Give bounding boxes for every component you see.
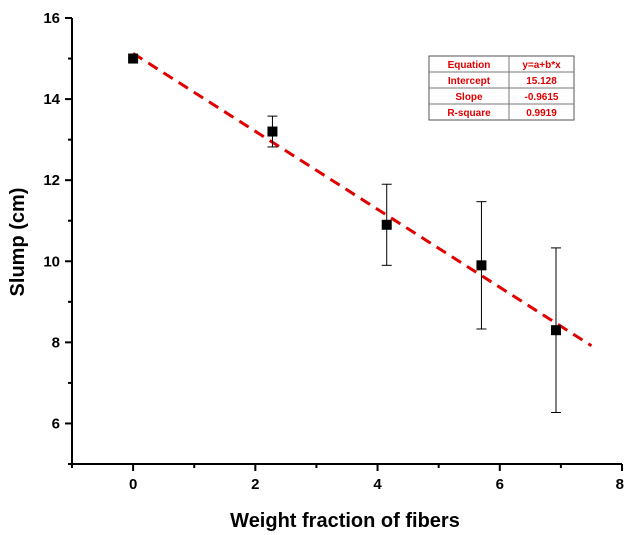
data-point <box>267 126 278 137</box>
fit-table-label: Equation <box>448 60 491 71</box>
fit-table-label: Slope <box>455 92 483 103</box>
y-tick-label: 14 <box>43 91 60 108</box>
fit-table-value: 0.9919 <box>526 108 557 119</box>
fit-table: Equation y=a+b*x Intercept 15.128 Slope -0.96… <box>428 55 575 121</box>
y-axis-title: Slump (cm) <box>7 188 29 297</box>
fit-table-value: y=a+b*x <box>522 60 561 71</box>
y-tick-label: 6 <box>52 415 60 432</box>
fit-table-value: 15.128 <box>526 76 557 87</box>
fit-table-value: -0.9615 <box>525 92 559 103</box>
x-axis-title: Weight fraction of fibers <box>230 510 460 532</box>
x-tick-label: 6 <box>496 476 504 493</box>
x-tick-label: 8 <box>616 476 624 493</box>
fit-table-label: Intercept <box>448 76 491 87</box>
y-tick-label: 10 <box>43 253 60 270</box>
x-tick-label: 0 <box>129 476 137 493</box>
y-tick-label: 16 <box>43 10 60 27</box>
error-bar-layer <box>267 115 561 414</box>
data-point <box>381 219 392 230</box>
fit-line-layer <box>132 52 593 348</box>
data-point-layer <box>128 53 561 336</box>
data-point <box>476 260 487 271</box>
y-tick-label: 8 <box>52 334 60 351</box>
x-tick-label: 2 <box>251 476 259 493</box>
axes: 0 2 4 6 8 6 8 10 12 14 16 <box>43 10 624 493</box>
fit-table-label: R-square <box>447 108 491 119</box>
fit-line <box>132 52 593 348</box>
data-point <box>128 53 139 64</box>
data-point <box>551 325 561 336</box>
y-tick-label: 12 <box>43 172 60 189</box>
x-tick-label: 4 <box>373 476 382 493</box>
